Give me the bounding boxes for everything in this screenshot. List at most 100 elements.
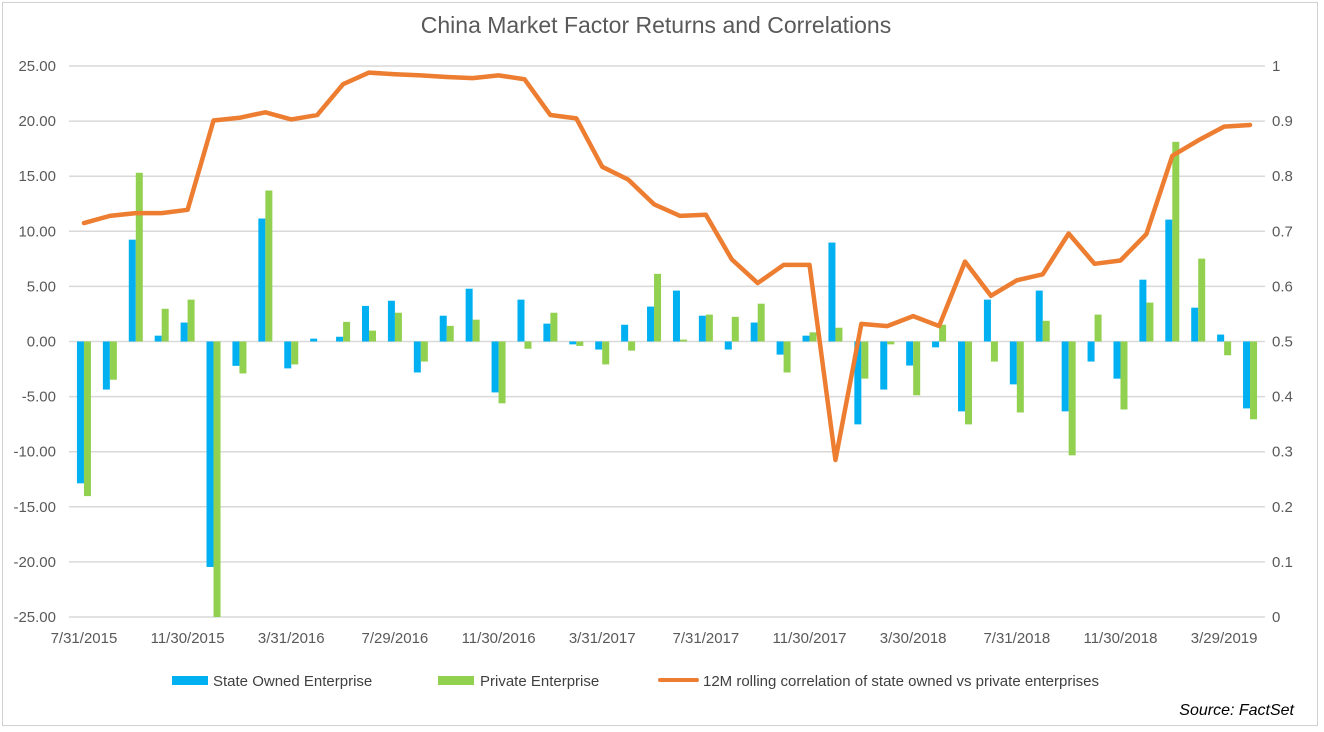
legend-label-correlation: 12M rolling correlation of state owned v… <box>703 673 1099 690</box>
bar-private <box>861 341 869 379</box>
bar-private <box>420 341 428 362</box>
bar-soe <box>362 305 369 342</box>
gridlines <box>69 65 1265 618</box>
left-axis-tick-label: 5.00 <box>27 278 56 295</box>
bar-soe <box>1217 334 1225 342</box>
bar-soe <box>595 341 603 350</box>
x-axis-tick-label: 3/31/2016 <box>258 630 325 647</box>
bar-private <box>1068 341 1076 456</box>
left-axis-tick-label: 10.00 <box>18 223 56 240</box>
bar-private <box>1250 341 1258 420</box>
bar-soe <box>880 341 888 390</box>
bar-soe <box>802 335 810 342</box>
left-axis-tick-label: 0.00 <box>27 334 56 351</box>
bar-soe <box>1061 341 1069 412</box>
bar-soe <box>958 341 965 412</box>
bar-soe <box>76 341 84 484</box>
bar-private <box>213 341 221 617</box>
right-axis-tick-label: 0.4 <box>1272 389 1293 406</box>
right-axis-tick-label: 0.8 <box>1272 168 1293 185</box>
bar-soe <box>1009 341 1017 385</box>
bar-soe <box>983 299 991 342</box>
left-axis-tick-label: -5.00 <box>22 389 56 406</box>
bar-private <box>498 341 506 404</box>
bar-private <box>1172 141 1180 342</box>
right-axis-tick-label: 0.7 <box>1272 223 1293 240</box>
bar-private <box>1016 341 1024 413</box>
bar-soe <box>1113 341 1121 379</box>
bar-private <box>83 341 91 497</box>
bar-private <box>965 341 972 425</box>
bar-private <box>887 341 895 345</box>
bar-soe <box>154 335 162 342</box>
bar-private <box>446 325 454 342</box>
chart-title: China Market Factor Returns and Correlat… <box>421 12 891 38</box>
bar-private <box>913 341 921 396</box>
bar-private <box>939 324 947 342</box>
bar-private <box>628 341 636 351</box>
bar-soe <box>206 341 214 567</box>
correlation-line <box>81 70 1253 463</box>
right-axis-tick-label: 0.6 <box>1272 278 1293 295</box>
x-axis-tick-label: 3/30/2018 <box>880 630 947 647</box>
right-axis-tick-label: 0.3 <box>1272 444 1293 461</box>
bar-private <box>524 341 532 349</box>
bar-private <box>990 341 998 362</box>
bar-soe <box>724 341 732 350</box>
x-axis-tick-label: 7/29/2016 <box>362 630 429 647</box>
x-axis-tick-label: 7/31/2018 <box>983 630 1050 647</box>
bar-private <box>1042 320 1050 342</box>
bars <box>76 141 1258 617</box>
bar-private <box>265 190 273 342</box>
x-axis-ticks: 7/31/2015 11/30/2015 3/31/2016 7/29/2016 11/… <box>51 630 1258 647</box>
bar-private <box>602 341 610 365</box>
legend-label-private: Private Enterprise <box>480 673 599 690</box>
bar-soe <box>310 338 318 342</box>
bar-soe <box>1035 290 1043 342</box>
right-axis-tick-label: 0.1 <box>1272 554 1293 571</box>
source-note: Source: FactSet <box>1179 702 1294 719</box>
bar-soe <box>128 239 136 342</box>
bar-private <box>161 308 169 342</box>
bar-private <box>1120 341 1128 410</box>
x-axis-tick-label: 3/31/2017 <box>569 630 636 647</box>
bar-private <box>1094 314 1102 342</box>
bar-private <box>472 319 480 342</box>
bar-private <box>757 303 765 342</box>
x-axis-tick-label: 11/30/2018 <box>1083 630 1157 647</box>
bar-private <box>550 312 558 342</box>
bar-private <box>109 341 117 380</box>
x-axis-tick-label: 7/31/2017 <box>673 630 740 647</box>
bar-soe <box>284 341 292 369</box>
right-axis-tick-label: 1 <box>1272 58 1280 75</box>
x-axis-tick-label: 11/30/2015 <box>151 630 225 647</box>
bar-soe <box>906 341 914 366</box>
x-axis-tick-label: 3/29/2019 <box>1191 630 1258 647</box>
bar-soe <box>232 341 240 366</box>
bar-soe <box>543 323 551 342</box>
right-axis-tick-label: 0.9 <box>1272 113 1293 130</box>
right-axis-tick-label: 0.2 <box>1272 499 1293 516</box>
bar-soe <box>336 336 344 342</box>
right-axis-tick-label: 0 <box>1272 609 1280 626</box>
x-axis-tick-label: 11/30/2017 <box>773 630 847 647</box>
bar-private <box>1198 258 1206 342</box>
bar-private <box>394 312 402 342</box>
bar-soe <box>698 315 706 342</box>
bar-soe <box>1191 307 1199 342</box>
bar-soe <box>854 341 862 425</box>
legend-label-soe: State Owned Enterprise <box>213 673 372 690</box>
left-axis-tick-label: 20.00 <box>18 113 56 130</box>
legend-swatch-private <box>438 676 474 685</box>
right-axis-ticks: 0 0.1 0.2 0.3 0.4 0.5 0.6 0.7 0.8 0.9 1 <box>1272 58 1293 626</box>
bar-private <box>576 341 584 346</box>
bar-private <box>291 341 299 365</box>
bar-soe <box>180 322 188 342</box>
bar-private <box>1224 341 1232 356</box>
bar-soe <box>828 242 836 342</box>
bar-soe <box>517 299 525 342</box>
bar-soe <box>932 341 940 348</box>
left-axis-tick-label: -20.00 <box>13 554 56 571</box>
